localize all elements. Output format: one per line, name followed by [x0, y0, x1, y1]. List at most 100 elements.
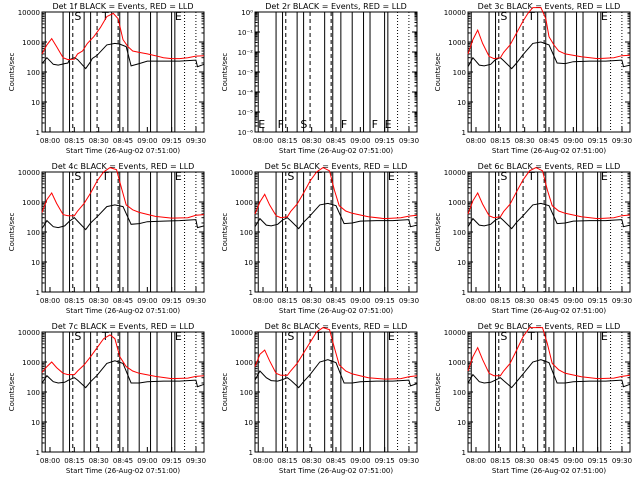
y-tick-label: 10 — [244, 419, 253, 427]
y-tick-label: 100 — [453, 389, 466, 397]
series-line-lld — [41, 12, 205, 61]
x-tick-label: 09:30 — [186, 297, 206, 305]
panel-title: Det 3c BLACK = Events, RED = LLD — [478, 2, 621, 11]
panel-title: Det 4c BLACK = Events, RED = LLD — [52, 162, 195, 171]
interval-letter: F — [341, 118, 347, 131]
y-tick-label: 1 — [36, 289, 40, 297]
interval-letter: E — [601, 170, 608, 183]
y-tick-label: 10⁻³ — [238, 69, 254, 77]
y-tick-label: 100 — [27, 389, 40, 397]
series-line-events — [467, 202, 631, 230]
y-tick-label: 1 — [462, 129, 466, 137]
x-tick-label: 08:45 — [326, 457, 346, 465]
x-tick-label: 09:00 — [350, 457, 370, 465]
series-line-events — [41, 360, 205, 389]
y-tick-label: 10 — [457, 419, 466, 427]
y-tick-label: 1000 — [22, 39, 40, 47]
interval-letter: F — [278, 118, 284, 131]
x-tick-label: 08:00 — [40, 297, 60, 305]
y-tick-label: 100 — [27, 229, 40, 237]
x-tick-label: 09:30 — [399, 297, 419, 305]
y-axis-label: Counts/sec — [8, 53, 16, 92]
y-tick-label: 10 — [457, 259, 466, 267]
y-tick-label: 1 — [249, 449, 253, 457]
interval-letter: E — [175, 10, 182, 23]
panel-title: Det 9c BLACK = Events, RED = LLD — [478, 322, 621, 331]
y-tick-label: 10 — [31, 99, 40, 107]
panel-det-6: Det 6c BLACK = Events, RED = LLD 1 10 100 10… — [434, 162, 632, 315]
y-tick-label: 1000 — [448, 359, 466, 367]
y-tick-label: 10000 — [231, 169, 253, 177]
x-tick-label: 09:30 — [399, 137, 419, 145]
y-tick-label: 1 — [36, 129, 40, 137]
interval-letter: S — [300, 118, 307, 131]
x-tick-label: 09:00 — [137, 297, 157, 305]
y-tick-label: 10000 — [18, 9, 40, 17]
y-axis-label: Counts/sec — [434, 53, 442, 92]
x-tick-label: 09:15 — [375, 297, 395, 305]
x-tick-label: 08:00 — [40, 457, 60, 465]
interval-letter: T — [101, 170, 109, 183]
y-tick-label: 1000 — [448, 39, 466, 47]
x-tick-label: 09:15 — [162, 137, 182, 145]
y-axis-label: Counts/sec — [221, 53, 229, 92]
x-tick-label: 08:30 — [515, 297, 535, 305]
panel-title: Det 2r BLACK = Events, RED = LLD — [265, 2, 407, 11]
y-tick-label: 10⁻¹ — [238, 29, 254, 37]
plot-frame — [41, 331, 205, 453]
x-tick-label: 08:45 — [326, 137, 346, 145]
x-tick-label: 09:15 — [588, 137, 608, 145]
x-tick-label: 08:45 — [539, 137, 559, 145]
x-axis-label: Start Time (26-Aug-02 07:51:00) — [279, 307, 393, 315]
series-line-lld — [254, 167, 418, 220]
x-tick-label: 09:15 — [588, 457, 608, 465]
x-tick-label: 08:15 — [64, 137, 84, 145]
y-tick-label: 1000 — [235, 199, 253, 207]
interval-letter: E — [601, 330, 608, 343]
y-tick-label: 100 — [453, 69, 466, 77]
x-tick-label: 08:45 — [539, 457, 559, 465]
panel-title: Det 5c BLACK = Events, RED = LLD — [265, 162, 408, 171]
series-line-events — [467, 359, 631, 389]
plot-frame — [41, 171, 205, 293]
series-line-events — [41, 42, 205, 70]
series-line-events — [41, 204, 205, 231]
interval-letter: T — [527, 10, 535, 23]
y-tick-label: 10 — [457, 99, 466, 107]
y-tick-label: 1000 — [235, 359, 253, 367]
y-tick-label: 1 — [249, 289, 253, 297]
y-tick-label: 100 — [240, 389, 253, 397]
plot-frame — [254, 11, 418, 133]
y-axis-label: Counts/sec — [8, 213, 16, 252]
x-tick-label: 09:00 — [563, 137, 583, 145]
x-axis-label: Start Time (26-Aug-02 07:51:00) — [492, 467, 606, 475]
interval-letter: T — [527, 170, 535, 183]
x-tick-label: 08:30 — [302, 137, 322, 145]
x-tick-label: 08:45 — [113, 457, 133, 465]
panel-det-9: Det 9c BLACK = Events, RED = LLD 1 10 100 10… — [434, 322, 632, 475]
interval-letter: F — [372, 118, 378, 131]
interval-letter: T — [101, 330, 109, 343]
interval-letter: S — [287, 170, 294, 183]
x-tick-label: 08:30 — [515, 457, 535, 465]
y-tick-label: 10000 — [18, 169, 40, 177]
x-tick-label: 08:30 — [89, 457, 109, 465]
interval-letter: S — [74, 330, 81, 343]
interval-letter: T — [314, 170, 322, 183]
y-tick-label: 10 — [31, 259, 40, 267]
x-tick-label: 09:00 — [350, 137, 370, 145]
y-tick-label: 10000 — [444, 329, 466, 337]
x-tick-label: 08:15 — [277, 457, 297, 465]
x-tick-label: 08:00 — [466, 297, 486, 305]
panel-det-2: Det 2r BLACK = Events, RED = LLD 10⁻⁶ 10⁻⁵… — [221, 2, 419, 155]
series-line-events — [254, 359, 418, 389]
panel-det-4: Det 4c BLACK = Events, RED = LLD 1 10 100 10… — [8, 162, 206, 315]
x-axis-label: Start Time (26-Aug-02 07:51:00) — [492, 307, 606, 315]
x-axis-label: Start Time (26-Aug-02 07:51:00) — [279, 147, 393, 155]
y-tick-label: 10000 — [18, 329, 40, 337]
panel-det-7: Det 7c BLACK = Events, RED = LLD 1 10 100 10… — [8, 322, 206, 475]
y-axis-label: Counts/sec — [221, 373, 229, 412]
series-line-events — [254, 202, 418, 230]
x-tick-label: 09:30 — [186, 457, 206, 465]
